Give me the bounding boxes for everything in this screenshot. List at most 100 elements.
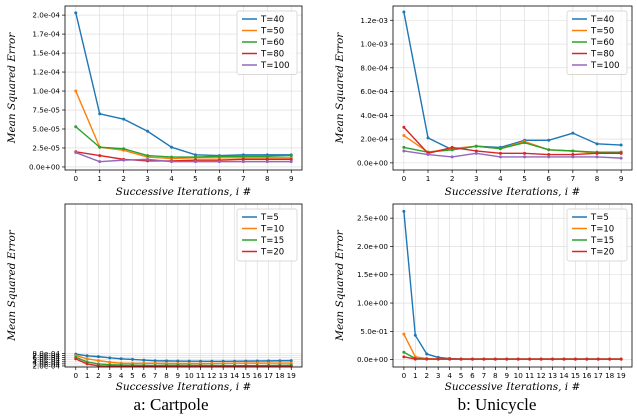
panel-3-point-T=20	[573, 357, 577, 361]
panel-1-point-T=80	[523, 151, 527, 155]
panel-2-point-T=20	[289, 364, 293, 367]
panel-0-x-tick-label: 1	[97, 174, 102, 183]
panel-2-x-tick-label: 15	[241, 371, 250, 380]
panel-1-x-tick-label: 6	[546, 174, 551, 183]
panel-3-legend-label: T=5	[590, 213, 609, 223]
panel-2-x-tick-label: 7	[153, 371, 158, 380]
panel-1-point-T=60	[402, 145, 406, 149]
panel-2-x-tick-label: 13	[219, 371, 228, 380]
panel-0-series-line-T=40	[75, 12, 292, 157]
panel-1-y-tick-label: 8.0e-04	[360, 63, 388, 72]
panel-3-legend-label: T=20	[590, 248, 614, 258]
panel-0-x-tick-label: 8	[265, 174, 270, 183]
panel-1-legend-label: T=60	[590, 38, 614, 48]
panel-2-point-T=20	[244, 364, 248, 367]
panel-3-point-T=5	[402, 209, 406, 213]
panel-3-y-tick-label: 2.5e+00	[357, 214, 388, 223]
panel-3-series-line-T=15	[403, 351, 622, 360]
panel-2-x-tick-label: 16	[253, 371, 263, 380]
panel-3-x-tick-label: 4	[447, 371, 452, 380]
panel-1-x-axis-label: Successive Iterations, i #	[445, 186, 581, 198]
panel-3-y-tick-label: 1.5e+00	[357, 270, 388, 279]
panel-2-point-T=20	[85, 362, 89, 366]
panel-2-point-T=10	[267, 361, 271, 365]
panel-2-point-T=5	[255, 359, 259, 363]
panel-3-point-T=20	[619, 357, 623, 361]
panel-2-point-T=20	[176, 364, 180, 367]
panel-2-point-T=20	[187, 364, 191, 367]
panel-2-point-T=20	[199, 364, 203, 367]
panel-1-series-line-T=100	[403, 150, 622, 159]
panel-0-y-tick-label: 1.5e-04	[32, 49, 60, 58]
panel-0-y-tick-label: 2.5e-05	[32, 143, 60, 152]
panel-1-point-T=40	[595, 142, 599, 146]
panel-1-point-T=100	[619, 156, 623, 160]
panel-0-series-line-T=50	[75, 90, 292, 160]
panel-2-y-tick-label: 5.0e-04	[32, 355, 60, 364]
panel-0-y-axis-label: Mean Squared Error	[6, 32, 18, 145]
panel-2-point-T=20	[164, 364, 168, 367]
panel-1-point-T=60	[523, 141, 527, 145]
panel-2-plot-frame	[64, 203, 303, 368]
panel-2-point-T=5	[130, 357, 134, 361]
panel-2-legend-label: T=5	[260, 213, 279, 223]
panel-2-series-line-T=10	[75, 354, 292, 365]
panel-1-point-T=60	[571, 149, 575, 153]
panel-2-point-T=10	[221, 361, 225, 365]
panel-1-legend-label: T=100	[590, 61, 620, 71]
panel-1-point-T=100	[402, 149, 406, 153]
panel-0-series-line-T=60	[75, 126, 292, 158]
cartpole-bottom-chart: 0 1 2 3 4 5 6 7 8 9 10 11 12 13 14 15 16 17 18 192.0e-043.0…	[6, 203, 303, 393]
panel-1-point-T=100	[523, 155, 527, 159]
panel-3-x-tick-label: 1	[413, 371, 418, 380]
panel-3-point-T=20	[413, 357, 417, 361]
panel-3-x-tick-label: 10	[514, 371, 524, 380]
panel-2-point-T=5	[142, 358, 146, 362]
panel-3-point-T=20	[402, 355, 406, 359]
panel-2-x-tick-label: 5	[130, 371, 135, 380]
panel-0-y-tick-label: 7.5e-05	[32, 106, 60, 115]
panel-2-point-T=20	[108, 364, 112, 367]
panel-2-point-T=20	[153, 364, 157, 367]
panel-2-y-tick-label: 2.0e-04	[32, 361, 60, 370]
panel-1-y-axis-label: Mean Squared Error	[334, 32, 346, 145]
panel-2-y-axis-label: Mean Squared Error	[6, 229, 18, 342]
panel-2-point-T=20	[210, 364, 214, 367]
panel-3-point-T=20	[436, 357, 440, 361]
panel-2-point-T=10	[233, 361, 237, 365]
panel-3-x-tick-label: 8	[493, 371, 498, 380]
panel-1-point-T=100	[450, 155, 454, 159]
panel-2-x-tick-label: 1	[85, 371, 90, 380]
panel-0-point-T=80	[265, 157, 269, 161]
panel-1-x-tick-label: 9	[619, 174, 624, 183]
panel-2-point-T=10	[142, 361, 146, 365]
panel-0-point-T=40	[74, 11, 78, 15]
panel-1-x-tick-label: 7	[571, 174, 576, 183]
panel-3-point-T=20	[505, 357, 509, 361]
panel-3-x-axis-label: Successive Iterations, i #	[445, 381, 581, 393]
panel-0-x-axis-label: Successive Iterations, i #	[116, 186, 252, 198]
panel-1-point-T=100	[595, 155, 599, 159]
panel-0-x-tick-label: 5	[193, 174, 198, 183]
panel-3-point-T=20	[482, 357, 486, 361]
panel-1-point-T=40	[571, 131, 575, 135]
panel-3-point-T=5	[413, 333, 417, 337]
panel-2-series-line-T=5	[75, 353, 292, 362]
panel-3-x-tick-label: 3	[436, 371, 441, 380]
panel-0-point-T=100	[122, 158, 126, 162]
panel-2-y-tick-label: 6.0e-04	[32, 353, 60, 362]
panel-2-legend: T=5 T=10T=15 T=20	[236, 208, 298, 262]
panel-0-legend-box	[236, 10, 298, 75]
panel-0-point-T=60	[170, 155, 174, 159]
panel-2-x-tick-label: 11	[196, 371, 205, 380]
panel-0-point-T=80	[241, 157, 245, 161]
panel-2-point-T=5	[85, 354, 89, 358]
panel-1-point-T=80	[402, 125, 406, 129]
panel-1-point-T=80	[571, 153, 575, 157]
panel-0-y-tick-label: 1.2e-04	[32, 68, 60, 77]
panel-2-point-T=10	[289, 361, 293, 365]
panel-3-x-tick-label: 9	[504, 371, 509, 380]
panel-3-x-tick-label: 19	[617, 371, 627, 380]
panel-3-point-T=20	[596, 357, 600, 361]
